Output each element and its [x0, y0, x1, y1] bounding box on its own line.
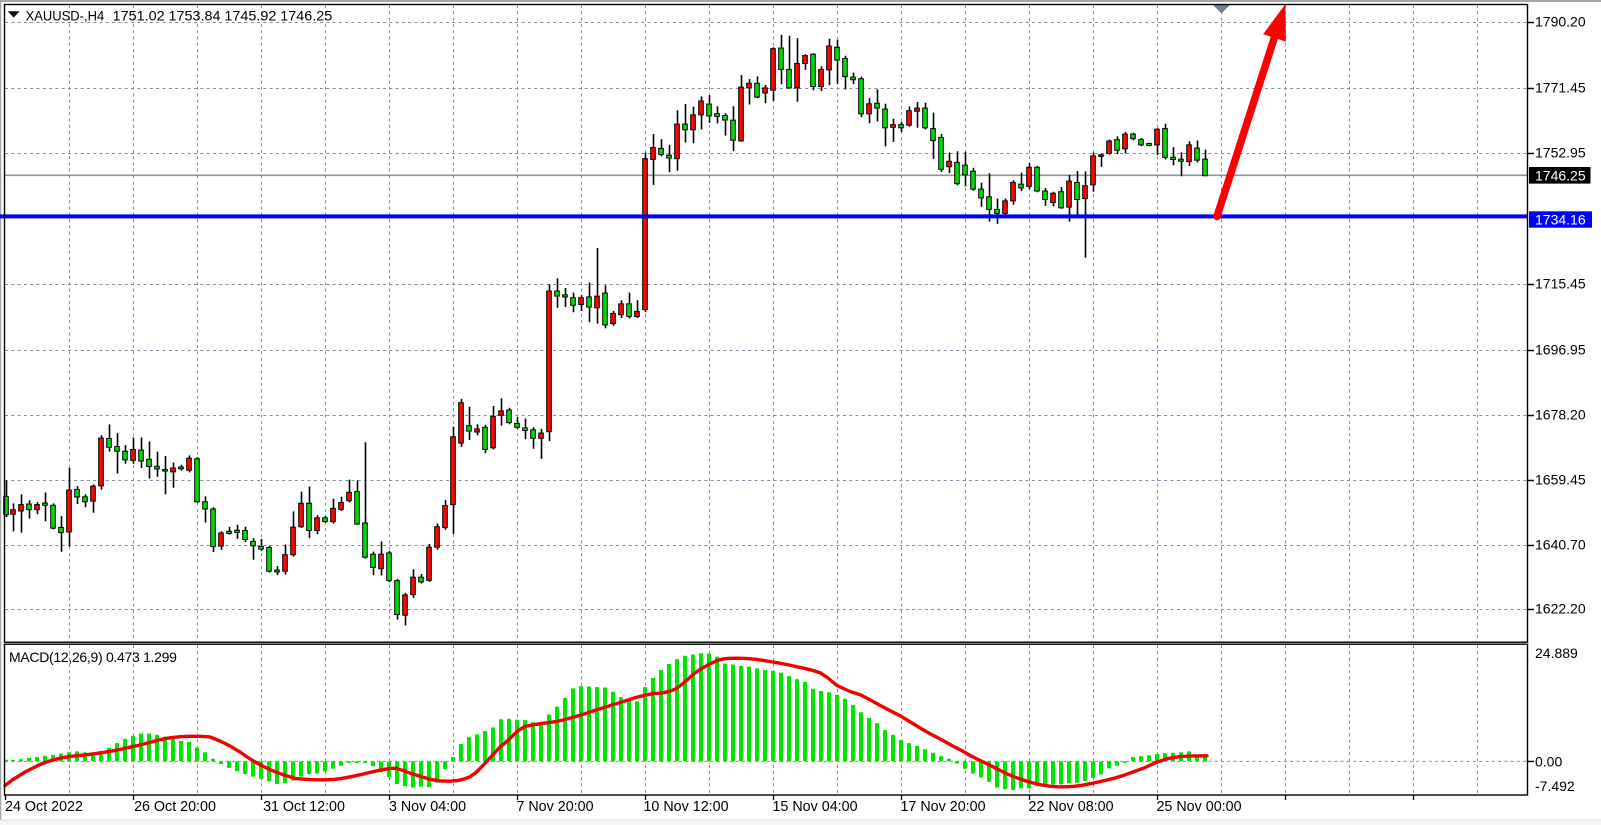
svg-text:1640.70: 1640.70	[1535, 537, 1586, 553]
svg-text:7 Nov 20:00: 7 Nov 20:00	[516, 799, 593, 815]
svg-text:10 Nov 12:00: 10 Nov 12:00	[643, 799, 728, 815]
svg-text:25 Nov 00:00: 25 Nov 00:00	[1156, 799, 1241, 815]
svg-text:1659.45: 1659.45	[1535, 472, 1586, 488]
svg-text:1696.95: 1696.95	[1535, 342, 1586, 358]
svg-text:1751.02 1753.84 1745.92 1746.2: 1751.02 1753.84 1745.92 1746.25	[113, 8, 333, 24]
svg-text:1678.20: 1678.20	[1535, 407, 1586, 423]
svg-text:XAUUSD-,H4: XAUUSD-,H4	[26, 8, 105, 24]
svg-text:1746.25: 1746.25	[1535, 167, 1586, 183]
svg-text:MACD(12,26,9) 0.473 1.299: MACD(12,26,9) 0.473 1.299	[9, 649, 177, 665]
svg-text:22 Nov 08:00: 22 Nov 08:00	[1028, 799, 1113, 815]
svg-text:1771.45: 1771.45	[1535, 80, 1586, 96]
svg-text:1622.20: 1622.20	[1535, 601, 1586, 617]
svg-text:24 Oct 2022: 24 Oct 2022	[5, 799, 83, 815]
svg-text:1790.20: 1790.20	[1535, 14, 1586, 30]
svg-text:17 Nov 20:00: 17 Nov 20:00	[900, 799, 985, 815]
svg-text:24.889: 24.889	[1535, 645, 1578, 661]
svg-text:15 Nov 04:00: 15 Nov 04:00	[772, 799, 857, 815]
svg-text:31 Oct 12:00: 31 Oct 12:00	[263, 799, 345, 815]
svg-text:26 Oct 20:00: 26 Oct 20:00	[134, 799, 216, 815]
svg-text:0.00: 0.00	[1535, 753, 1562, 769]
svg-text:1715.45: 1715.45	[1535, 276, 1586, 292]
svg-text:3 Nov 04:00: 3 Nov 04:00	[389, 799, 466, 815]
svg-text:-7.492: -7.492	[1535, 778, 1575, 794]
svg-text:1734.16: 1734.16	[1535, 212, 1586, 228]
svg-text:1752.95: 1752.95	[1535, 145, 1586, 161]
